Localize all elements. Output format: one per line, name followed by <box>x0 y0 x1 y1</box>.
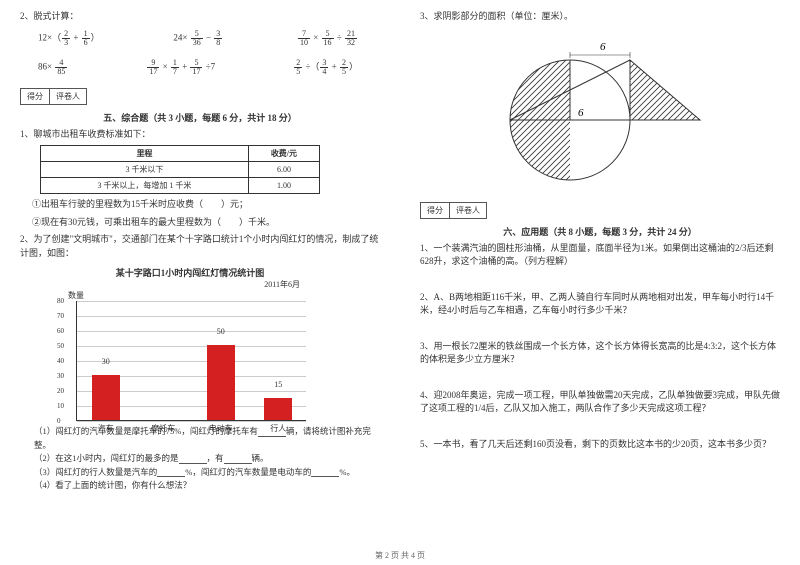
q5-1: 1、聊城市出租车收费标准如下： <box>20 128 380 142</box>
expr-6: 25 ÷（34 + 25） <box>293 59 358 76</box>
expr-4: 86× 485 <box>38 59 68 76</box>
q5-1a: ①出租车行驶的里程数为15千米时应收费（ ）元； <box>32 198 380 212</box>
bar <box>207 345 235 420</box>
chart-title: 某十字路口1小时内闯红灯情况统计图 <box>50 266 330 279</box>
fare-r2b: 1.00 <box>248 178 319 194</box>
q6-2: 2、A、B两地相距116千米，甲、乙两人骑自行车同时从两地相对出发，甲车每小时行… <box>420 291 780 318</box>
chart-date: 2011年6月 <box>50 279 300 290</box>
q6-4: 4、迎2008年奥运，完成一项工程，甲队单独做需20天完成，乙队单独做要3完成，… <box>420 389 780 416</box>
circle-figure: 6 6 <box>470 30 730 192</box>
right-column: 3、求阴影部分的面积（单位：厘米）。 6 6 <box>400 0 800 565</box>
section6-title: 六、应用题（共 8 小题，每题 3 分，共计 24 分） <box>420 225 780 238</box>
fare-table: 里程收费/元 3 千米以下6.00 3 千米以上，每增加 1 千米1.00 <box>40 145 320 194</box>
sub2: （2）在这1小时内，闯红灯的最多的是，有辆。 <box>34 452 380 466</box>
q5-2: 2、为了创建"文明城市"，交通部门在某个十字路口统计1个小时内闯红灯的情况，制成… <box>20 233 380 260</box>
expr-3: 710 × 516 ÷ 2132 <box>297 30 358 47</box>
bar-chart: 某十字路口1小时内闯红灯情况统计图 2011年6月 数量 01020304050… <box>50 266 330 421</box>
fare-h1: 里程 <box>41 146 249 162</box>
left-column: 2、脱式计算： 12×（23 + 16） 24× 536 − 38 710 × … <box>0 0 400 565</box>
expr-2: 24× 536 − 38 <box>173 30 223 47</box>
bar <box>264 398 292 421</box>
grader-label: 评卷人 <box>449 202 487 219</box>
q5-1b: ②现在有30元钱，可乘出租车的最大里程数为（ ）千米。 <box>32 216 380 230</box>
chart-area: 0102030405060708030汽车摩托车50电动车15行人 <box>76 301 306 421</box>
chart-ylabel: 数量 <box>68 290 330 301</box>
fare-h2: 收费/元 <box>248 146 319 162</box>
expr-row-1: 12×（23 + 16） 24× 536 − 38 710 × 516 ÷ 21… <box>38 30 358 47</box>
grader-label: 评卷人 <box>49 88 87 105</box>
section5-title: 五、综合题（共 3 小题，每题 6 分，共计 18 分） <box>20 111 380 124</box>
sub4: （4）看了上面的统计图，你有什么想法？ <box>34 479 380 493</box>
bar <box>92 375 120 420</box>
page-footer: 第 2 页 共 4 页 <box>0 550 800 561</box>
geometry-svg: 6 6 <box>470 30 730 190</box>
fare-r2a: 3 千米以上，每增加 1 千米 <box>41 178 249 194</box>
fig-top-label: 6 <box>600 41 606 53</box>
expr-row-2: 86× 485 917 × 17 + 517 ÷7 25 ÷（34 + 25） <box>38 59 358 76</box>
q2-label: 2、脱式计算： <box>20 10 380 24</box>
scorebox-left: 得分 评卷人 <box>20 88 380 105</box>
fare-r1b: 6.00 <box>248 162 319 178</box>
fig-inner-label: 6 <box>578 107 584 119</box>
scorebox-right: 得分 评卷人 <box>420 202 780 219</box>
score-label: 得分 <box>20 88 50 105</box>
expr-5: 917 × 17 + 517 ÷7 <box>146 59 215 76</box>
q6-1: 1、一个装满汽油的圆柱形油桶，从里面量，底面半径为1米。如果倒出这桶油的2/3后… <box>420 242 780 269</box>
expr-1: 12×（23 + 16） <box>38 30 100 47</box>
q6-3: 3、用一根长72厘米的铁丝围成一个长方体，这个长方体得长宽高的比是4:3:2，这… <box>420 340 780 367</box>
score-label: 得分 <box>420 202 450 219</box>
sub3: （3）闯红灯的行人数量是汽车的%，闯红灯的汽车数量是电动车的%。 <box>34 466 380 480</box>
fare-r1a: 3 千米以下 <box>41 162 249 178</box>
q3: 3、求阴影部分的面积（单位：厘米）。 <box>420 10 780 24</box>
q6-5: 5、一本书，看了几天后还剩160页没看，剩下的页数比这本书的少20页，这本书多少… <box>420 438 780 452</box>
